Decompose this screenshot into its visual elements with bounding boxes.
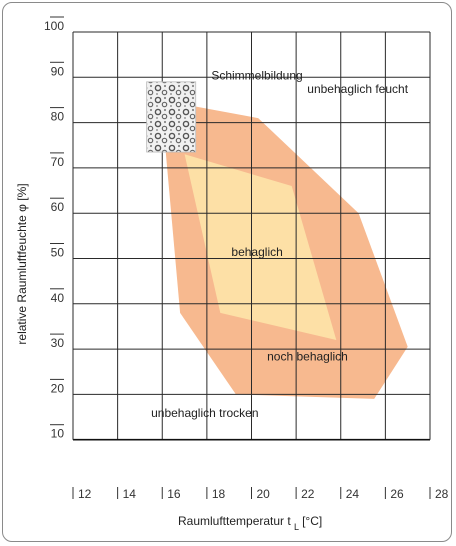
x-tick-label: 24 — [346, 487, 360, 501]
annotation-behaglich: behaglich — [231, 245, 282, 259]
y-tick-label: 20 — [51, 381, 65, 395]
y-tick-label: 60 — [51, 200, 65, 214]
annotation-unbehaglich-trocken: unbehaglich trocken — [151, 406, 258, 420]
x-tick-label: 28 — [435, 487, 449, 501]
annotation-noch-behaglich: noch behaglich — [267, 349, 348, 363]
annotation-Schimmelbildung: Schimmelbildung — [211, 69, 302, 83]
x-tick-label: 12 — [78, 487, 92, 501]
y-tick-label: 90 — [51, 64, 65, 78]
mold-image — [146, 81, 197, 153]
y-tick-label: 40 — [51, 291, 65, 305]
x-tick-label: 14 — [123, 487, 137, 501]
y-tick-label: 80 — [51, 110, 65, 124]
x-axis-label: Raumlufttemperatur t L [°C] — [178, 514, 322, 532]
x-tick-label: 20 — [257, 487, 271, 501]
y-tick-label: 50 — [51, 246, 65, 260]
y-tick-label: 70 — [51, 155, 65, 169]
x-tick-label: 18 — [212, 487, 226, 501]
x-tick-label: 22 — [301, 487, 315, 501]
y-tick-label: 10 — [51, 427, 65, 441]
y-tick-label: 100 — [44, 19, 64, 33]
x-tick-label: 16 — [167, 487, 181, 501]
x-tick-label: 26 — [390, 487, 404, 501]
annotation-unbehaglich-feucht: unbehaglich feucht — [307, 82, 408, 96]
zone-behaglich — [184, 154, 337, 340]
y-axis-label: relative Raumluftfeuchte φ [%] — [15, 183, 29, 344]
y-tick-label: 30 — [51, 336, 65, 350]
